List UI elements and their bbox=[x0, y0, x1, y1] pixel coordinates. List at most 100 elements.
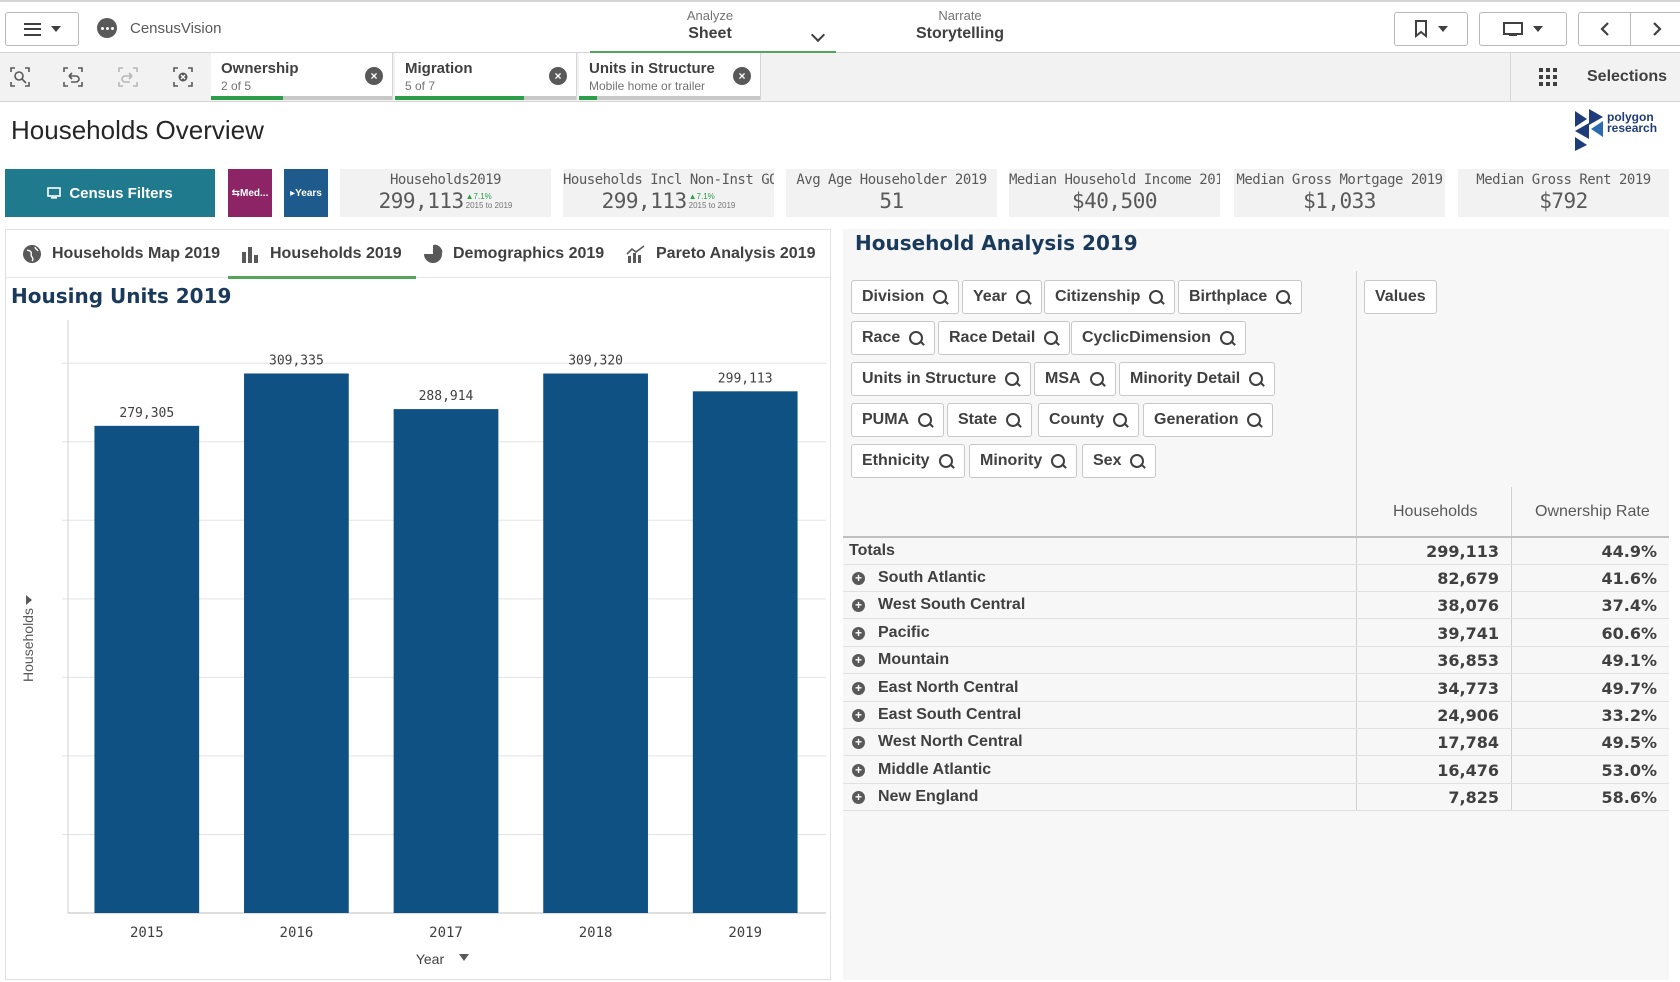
dimension-label: PUMA bbox=[862, 411, 910, 428]
dimension-state[interactable]: State bbox=[947, 403, 1033, 437]
bar-2016[interactable] bbox=[244, 373, 349, 913]
table-row[interactable]: + West North Central 17,784 49.5% bbox=[843, 729, 1669, 757]
search-icon bbox=[1006, 412, 1021, 428]
line-chart-icon bbox=[626, 245, 645, 263]
dimension-units-in-structure[interactable]: Units in Structure bbox=[851, 362, 1032, 396]
search-icon bbox=[938, 453, 954, 469]
expand-icon[interactable]: + bbox=[852, 791, 865, 805]
kpi-households-incl-gq: Households Incl Non-Inst GQ20... 299,113… bbox=[563, 169, 774, 217]
search-icon bbox=[1051, 453, 1066, 469]
dimension-race[interactable]: Race bbox=[851, 321, 936, 355]
bookmark-button[interactable] bbox=[1394, 12, 1468, 46]
table-row[interactable]: + Middle Atlantic 16,476 53.0% bbox=[843, 757, 1669, 784]
chip-progress-bar bbox=[211, 96, 392, 100]
dimension-year[interactable]: Year bbox=[962, 280, 1042, 314]
nav-narrate[interactable]: Narrate Storytelling bbox=[870, 8, 1050, 43]
dimension-generation[interactable]: Generation bbox=[1143, 403, 1274, 437]
main-menu-button[interactable] bbox=[5, 12, 79, 46]
chevron-down-icon[interactable] bbox=[459, 954, 469, 961]
dimension-cyclic[interactable]: CyclicDimension bbox=[1071, 321, 1246, 355]
search-icon bbox=[1249, 371, 1264, 387]
chart-bars: 279,305 2015 309,335 2016 288,914 2017 309,320… bbox=[94, 353, 798, 941]
search-icon bbox=[1015, 289, 1031, 305]
next-sheet-button[interactable] bbox=[1630, 12, 1680, 46]
expand-icon[interactable]: + bbox=[852, 599, 865, 613]
close-icon[interactable]: × bbox=[365, 67, 383, 85]
nav-analyze[interactable]: Analyze Sheet bbox=[620, 8, 800, 43]
dimension-label: Minority bbox=[980, 452, 1043, 469]
tab-pareto-analysis[interactable]: Pareto Analysis 2019 bbox=[626, 230, 816, 278]
close-icon[interactable]: × bbox=[733, 67, 751, 85]
selection-chip-migration[interactable]: Migration 5 of 7 × bbox=[395, 53, 577, 100]
dimension-puma[interactable]: PUMA bbox=[851, 403, 945, 437]
x-tick-label[interactable]: 2017 bbox=[429, 925, 463, 941]
med-button[interactable]: ⇆ Med... bbox=[228, 169, 272, 217]
kpi-households: Households2019 299,113 ▲7.1% 2015 to 2019 bbox=[340, 169, 551, 217]
bar-2015[interactable] bbox=[94, 425, 200, 913]
census-filters-button[interactable]: Census Filters bbox=[5, 169, 215, 217]
bar-2019[interactable] bbox=[692, 391, 798, 913]
step-forward-button[interactable] bbox=[117, 66, 139, 88]
table-row[interactable]: + Pacific 39,741 60.6% bbox=[843, 620, 1669, 647]
expand-axis-icon[interactable] bbox=[26, 595, 32, 605]
step-back-button[interactable] bbox=[62, 66, 84, 88]
table-row[interactable]: + West South Central 38,076 37.4% bbox=[843, 592, 1669, 620]
column-header-households[interactable]: Households bbox=[1393, 503, 1478, 520]
column-header-ownership-rate[interactable]: Ownership Rate bbox=[1535, 503, 1650, 520]
pie-chart-icon bbox=[424, 244, 443, 263]
table-row[interactable]: + South Atlantic 82,679 41.6% bbox=[843, 565, 1669, 592]
expand-icon[interactable]: + bbox=[852, 654, 865, 668]
y-axis-label[interactable]: Households bbox=[20, 608, 36, 682]
table-row[interactable]: + East North Central 34,773 49.7% bbox=[843, 675, 1669, 702]
x-tick-label[interactable]: 2016 bbox=[280, 925, 314, 941]
table-row[interactable]: + East South Central 24,906 33.2% bbox=[843, 702, 1669, 729]
selection-chip-units-in-structure[interactable]: Units in Structure Mobile home or traile… bbox=[579, 53, 761, 100]
present-button[interactable] bbox=[1479, 12, 1567, 46]
expand-icon[interactable]: + bbox=[852, 736, 865, 750]
tab-households[interactable]: Households 2019 bbox=[228, 230, 416, 279]
expand-icon[interactable]: + bbox=[852, 763, 865, 777]
dimension-citizenship[interactable]: Citizenship bbox=[1044, 280, 1176, 314]
years-button[interactable]: ▸ Years bbox=[284, 169, 328, 217]
expand-icon[interactable]: + bbox=[852, 681, 865, 695]
dimension-minority[interactable]: Minority bbox=[969, 444, 1078, 478]
row-households: 82,679 bbox=[1437, 569, 1499, 588]
values-chip[interactable]: Values bbox=[1364, 280, 1437, 314]
smart-search-button[interactable] bbox=[9, 66, 31, 88]
expand-icon[interactable]: + bbox=[852, 572, 865, 585]
bookmark-icon bbox=[1415, 20, 1427, 38]
x-axis-label[interactable]: Year bbox=[416, 951, 445, 967]
dimension-sex[interactable]: Sex bbox=[1082, 444, 1157, 478]
selection-chip-ownership[interactable]: Ownership 2 of 5 × bbox=[211, 53, 393, 100]
selections-tool-button[interactable]: Selections bbox=[1510, 53, 1680, 101]
table-row[interactable]: + New England 7,825 58.6% bbox=[843, 784, 1669, 812]
row-ownership-rate: 33.2% bbox=[1601, 706, 1657, 725]
nav-narrate-small: Narrate bbox=[938, 8, 982, 23]
dimension-division[interactable]: Division bbox=[851, 280, 960, 314]
dimension-ethnicity[interactable]: Ethnicity bbox=[851, 444, 965, 478]
kpi-range: 2015 to 2019 bbox=[465, 201, 513, 210]
dimension-minority-detail[interactable]: Minority Detail bbox=[1119, 362, 1276, 396]
tab-households-map[interactable]: Households Map 2019 bbox=[22, 230, 220, 278]
dimension-msa[interactable]: MSA bbox=[1034, 362, 1116, 396]
row-households: 17,784 bbox=[1437, 733, 1499, 753]
x-tick-label[interactable]: 2018 bbox=[579, 925, 613, 941]
bar-2018[interactable] bbox=[543, 373, 648, 913]
bar-2017[interactable] bbox=[393, 409, 499, 913]
dimension-label: Minority Detail bbox=[1130, 370, 1241, 387]
clear-all-button[interactable] bbox=[172, 66, 194, 88]
logo-text: polygon research bbox=[1607, 110, 1658, 135]
close-icon[interactable]: × bbox=[549, 67, 567, 85]
expand-icon[interactable]: + bbox=[852, 626, 865, 640]
previous-sheet-button[interactable] bbox=[1578, 12, 1631, 46]
x-tick-label[interactable]: 2015 bbox=[130, 925, 164, 941]
table-row[interactable]: + Mountain 36,853 49.1% bbox=[843, 647, 1669, 675]
expand-icon[interactable]: + bbox=[852, 709, 865, 722]
tab-demographics[interactable]: Demographics 2019 bbox=[423, 230, 604, 278]
dimension-county[interactable]: County bbox=[1038, 403, 1140, 437]
chevron-down-icon[interactable] bbox=[810, 27, 826, 43]
dimension-birthplace[interactable]: Birthplace bbox=[1178, 280, 1303, 314]
globe-icon bbox=[23, 245, 41, 263]
x-tick-label[interactable]: 2019 bbox=[728, 925, 762, 941]
dimension-race-detail[interactable]: Race Detail bbox=[938, 321, 1071, 355]
